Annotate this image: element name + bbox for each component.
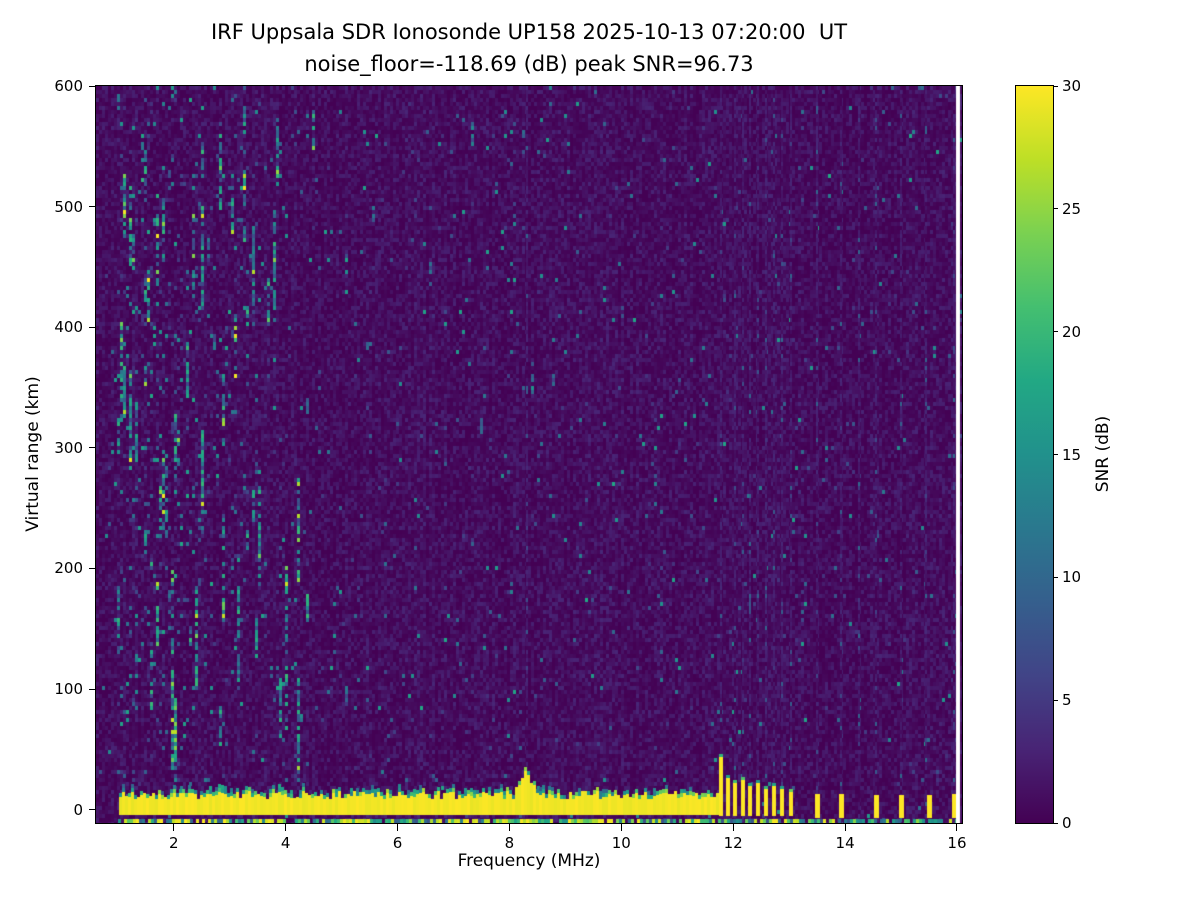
- colorbar-tick-label: 5: [1062, 691, 1072, 710]
- x-tick-label: 12: [723, 834, 743, 852]
- colorbar-tick-mark: [1054, 208, 1058, 210]
- y-tick-label: 0: [73, 800, 83, 819]
- x-tick-label: 6: [392, 834, 403, 852]
- colorbar-tick-mark: [1054, 822, 1058, 824]
- chart-title: IRF Uppsala SDR Ionosonde UP158 2025-10-…: [210, 20, 848, 44]
- y-tick-mark: [89, 206, 95, 208]
- y-tick-label: 300: [54, 438, 83, 457]
- y-tick-mark: [89, 85, 95, 87]
- x-tick-mark: [844, 824, 846, 831]
- colorbar-tick-label: 15: [1062, 445, 1082, 464]
- colorbar-tick-mark: [1054, 454, 1058, 455]
- colorbar-tick-label: 25: [1062, 199, 1082, 218]
- x-tick-label: 2: [168, 834, 179, 852]
- y-tick-mark: [89, 447, 95, 449]
- heatmap-canvas: [96, 86, 962, 823]
- x-tick-label: 10: [611, 834, 631, 852]
- colorbar-tick-label: 10: [1062, 568, 1082, 587]
- colorbar-tick-label: 30: [1062, 77, 1082, 95]
- colorbar-tick-mark: [1054, 85, 1058, 87]
- colorbar-tick-mark: [1054, 699, 1058, 701]
- x-axis-label: Frequency (MHz): [457, 851, 601, 871]
- colorbar-tick-label: 0: [1062, 814, 1072, 832]
- x-tick-label: 4: [280, 834, 291, 852]
- colorbar-label: SNR (dB): [1093, 415, 1113, 493]
- plot-area: [95, 85, 963, 824]
- chart-subtitle: noise_floor=-118.69 (dB) peak SNR=96.73: [304, 52, 754, 76]
- y-tick-label: 500: [54, 197, 83, 216]
- x-tick-mark: [620, 824, 622, 831]
- x-tick-label: 8: [504, 834, 515, 852]
- y-tick-label: 200: [54, 559, 83, 578]
- y-tick-mark: [89, 567, 95, 569]
- colorbar-tick-mark: [1054, 331, 1058, 333]
- x-tick-label: 16: [947, 834, 967, 852]
- x-tick-mark: [508, 824, 510, 831]
- colorbar-tick-label: 20: [1062, 322, 1082, 341]
- y-tick-label: 600: [54, 77, 83, 95]
- y-tick-mark: [89, 326, 95, 328]
- colorbar: [1015, 85, 1054, 824]
- x-tick-label: 14: [835, 834, 855, 852]
- colorbar-gradient: [1016, 86, 1053, 823]
- y-tick-label: 100: [54, 680, 83, 699]
- x-tick-mark: [732, 824, 734, 831]
- y-tick-label: 400: [54, 318, 83, 337]
- y-tick-mark: [89, 809, 95, 811]
- x-tick-mark: [173, 824, 175, 831]
- y-tick-mark: [89, 688, 95, 690]
- x-tick-mark: [285, 824, 287, 831]
- colorbar-tick-mark: [1054, 576, 1058, 578]
- x-tick-mark: [397, 824, 399, 831]
- x-tick-mark: [956, 824, 958, 831]
